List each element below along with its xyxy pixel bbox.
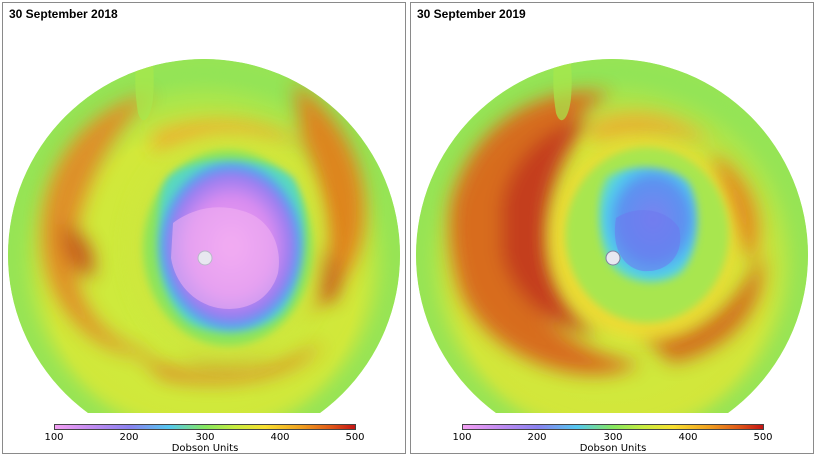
- south-pole-marker: [605, 250, 621, 266]
- map-panel-2018: 30 September 2018 100 200 300 400 500 Do…: [2, 2, 406, 454]
- panel-title: 30 September 2018: [9, 7, 118, 21]
- ozone-globe-map-2019: [416, 59, 808, 413]
- colorbar-label: Dobson Units: [171, 443, 239, 454]
- ozone-globe-map-2018: [8, 59, 400, 413]
- colorbar: [462, 424, 764, 430]
- colorbar-tick: 500: [753, 432, 773, 443]
- south-pole-marker: [197, 250, 213, 266]
- map-panel-2019: 30 September 2019 100 200 300 400 500 Do…: [410, 2, 814, 454]
- colorbar-tick: 200: [527, 432, 547, 443]
- colorbar-tick: 400: [270, 432, 290, 443]
- colorbar: [54, 424, 356, 430]
- colorbar-tick: 100: [452, 432, 472, 443]
- colorbar-tick: 400: [678, 432, 698, 443]
- colorbar-tick: 500: [345, 432, 365, 443]
- colorbar-tick: 300: [603, 432, 623, 443]
- colorbar-tick: 100: [44, 432, 64, 443]
- panel-title: 30 September 2019: [417, 7, 526, 21]
- colorbar-label: Dobson Units: [579, 443, 647, 454]
- colorbar-tick: 200: [119, 432, 139, 443]
- colorbar-tick: 300: [195, 432, 215, 443]
